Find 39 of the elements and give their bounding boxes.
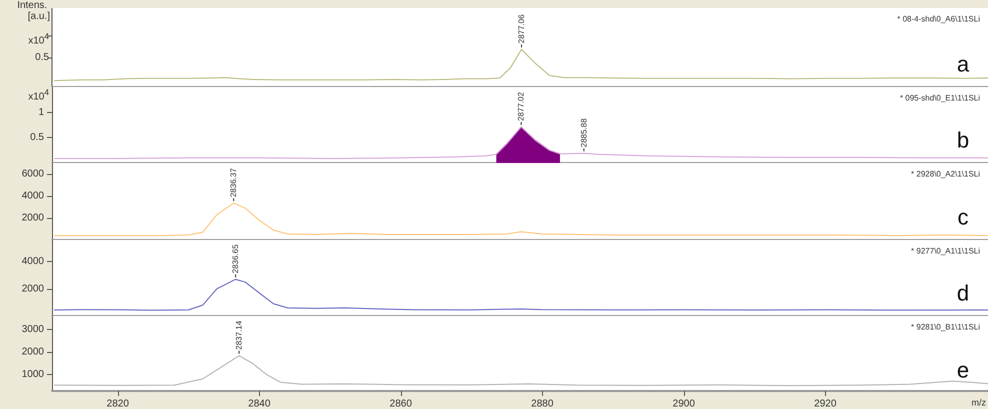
text: e [956, 358, 970, 382]
text: b [956, 128, 970, 152]
text: * 9281\0_B1\1\1SLi [911, 322, 980, 332]
x-tick-label: 2900 [672, 398, 696, 409]
y-tick-label: 2000 [22, 346, 44, 358]
text: x10$^{4}$ [28, 30, 49, 48]
text: * 2928\0_A2\1\1SLi [911, 170, 980, 178]
text: * 9277\0_A1\1\1SLi [911, 246, 980, 256]
annotation: 2837.14 [234, 320, 244, 350]
text: c [958, 204, 968, 230]
annotation: 2885.88 [579, 118, 588, 148]
x-axis-title: m/z [972, 398, 986, 408]
y-tick-label: 6000 [22, 168, 44, 180]
x-tick-label: 2920 [814, 398, 837, 409]
text: d [956, 280, 970, 306]
annotation: 2877.06 [516, 14, 526, 44]
y-tick-label: 1 [38, 106, 44, 118]
annotation: 2836.37 [229, 168, 238, 198]
chart-title: * 08-4-shd\0_A6\1\1SLi [897, 14, 980, 24]
annotation: 2877.02 [516, 92, 526, 122]
y-tick-label: 1000 [22, 368, 44, 380]
y-tick-label: 4000 [22, 256, 44, 268]
y-tick-label: 2000 [22, 212, 44, 224]
x-tick-label: 2880 [531, 398, 554, 409]
y-tick-label: 0.5 [30, 132, 44, 144]
line-series [54, 202, 988, 236]
text: x10$^{4}$ [28, 86, 49, 105]
y-axis-title: Intens. [a.u.] [17, 0, 50, 22]
y-tick-label: 4000 [22, 190, 44, 202]
line-series [54, 355, 988, 386]
line-series [54, 278, 988, 311]
text: * 095-shd\0_E1\1\1SLi [900, 94, 980, 102]
annotation: 2836.65 [231, 244, 240, 274]
y-tick-label: 2000 [22, 283, 44, 294]
y-tick-label: 3000 [22, 324, 44, 335]
chart-subtitle: a [956, 52, 970, 76]
x-tick-label: 2860 [390, 398, 412, 409]
x-tick-label: 2820 [106, 398, 130, 409]
x-tick-label: 2840 [248, 398, 271, 409]
